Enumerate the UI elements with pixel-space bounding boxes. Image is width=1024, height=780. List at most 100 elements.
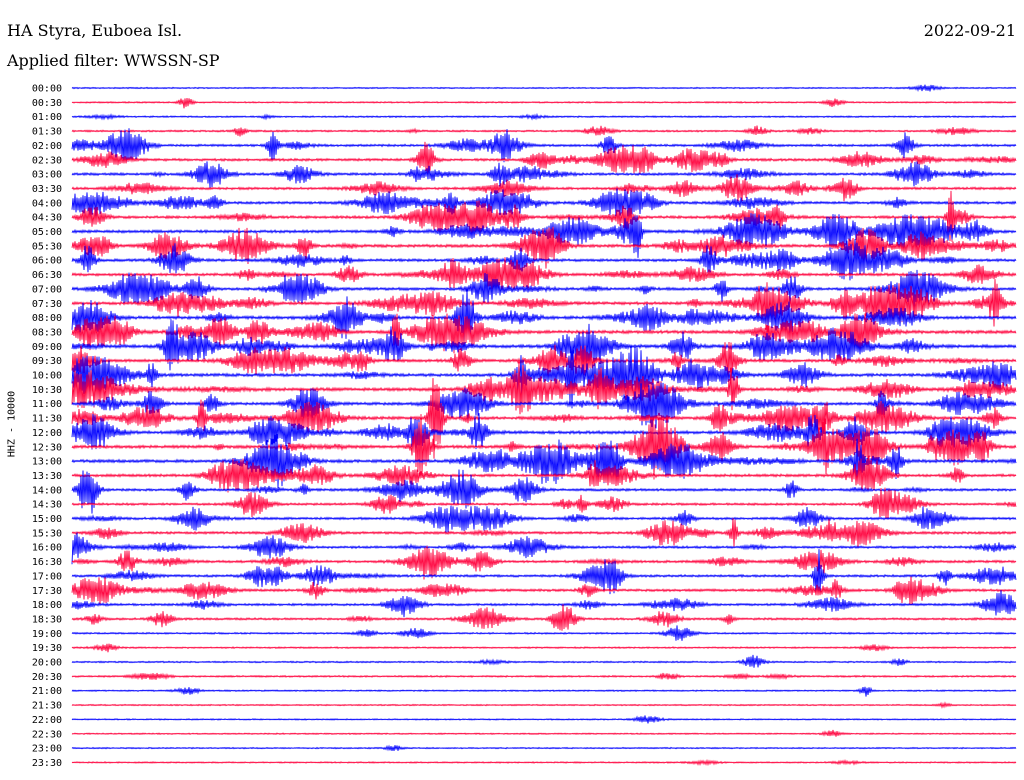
trace-line-0100 xyxy=(71,112,1017,121)
trace-line-0930 xyxy=(71,341,1017,383)
time-tick-label: 21:30 xyxy=(32,701,62,712)
trace-line-1700 xyxy=(71,549,1017,595)
time-tick-label: 15:00 xyxy=(32,514,62,525)
time-tick-label: 12:00 xyxy=(32,428,62,439)
trace-line-1000 xyxy=(71,345,1017,409)
trace-line-2000 xyxy=(71,654,1017,668)
time-tick-label: 20:30 xyxy=(32,672,62,683)
trace-line-0400 xyxy=(71,188,1017,217)
time-tick-label: 19:30 xyxy=(32,643,62,654)
time-tick-label: 17:00 xyxy=(32,571,62,582)
trace-line-1500 xyxy=(71,505,1017,533)
trace-line-0200 xyxy=(71,128,1017,163)
trace-line-0300 xyxy=(71,161,1017,188)
trace-line-0700 xyxy=(71,269,1017,308)
time-tick-label: 14:00 xyxy=(32,485,62,496)
trace-line-0530 xyxy=(71,226,1017,269)
trace-line-1800 xyxy=(71,590,1017,618)
trace-line-1930 xyxy=(71,643,1017,653)
time-tick-label: 20:00 xyxy=(32,658,62,669)
trace-line-1400 xyxy=(71,469,1017,514)
trace-line-0630 xyxy=(71,257,1017,290)
trace-line-1330 xyxy=(71,455,1017,493)
trace-line-0900 xyxy=(71,319,1017,371)
time-tick-label: 09:30 xyxy=(32,356,62,367)
time-tick-label: 01:30 xyxy=(32,127,62,138)
time-tick-label: 01:00 xyxy=(32,112,62,123)
time-tick-label: 02:30 xyxy=(32,155,62,166)
time-tick-label: 22:00 xyxy=(32,715,62,726)
time-tick-label: 12:30 xyxy=(32,442,62,453)
time-tick-label: 13:30 xyxy=(32,471,62,482)
trace-line-1530 xyxy=(71,518,1017,547)
trace-line-0330 xyxy=(71,174,1017,202)
trace-line-0000 xyxy=(71,84,1017,92)
trace-line-0830 xyxy=(71,313,1017,354)
time-tick-label: 08:30 xyxy=(32,327,62,338)
record-date: 2022-09-21 xyxy=(923,21,1016,40)
trace-line-2330 xyxy=(71,758,1017,767)
station-title: HA Styra, Euboea Isl. xyxy=(7,21,183,40)
time-tick-label: 06:00 xyxy=(32,256,62,267)
trace-line-1030 xyxy=(71,361,1017,415)
trace-line-1430 xyxy=(71,487,1017,520)
time-tick-label: 03:30 xyxy=(32,184,62,195)
time-tick-label: 17:30 xyxy=(32,586,62,597)
trace-line-0030 xyxy=(71,97,1017,109)
trace-line-2100 xyxy=(71,686,1017,697)
trace-line-2130 xyxy=(71,701,1017,709)
trace-line-2030 xyxy=(71,672,1017,681)
time-tick-label: 21:00 xyxy=(32,686,62,697)
time-tick-label: 16:30 xyxy=(32,557,62,568)
time-tick-label: 18:00 xyxy=(32,600,62,611)
trace-line-0800 xyxy=(71,288,1017,347)
time-tick-label: 13:00 xyxy=(32,457,62,468)
trace-line-1900 xyxy=(71,625,1017,641)
trace-line-0600 xyxy=(71,239,1017,281)
trace-line-0500 xyxy=(71,213,1017,258)
time-tick-label: 10:30 xyxy=(32,385,62,396)
time-tick-label: 14:30 xyxy=(32,500,62,511)
time-tick-label: 05:00 xyxy=(32,227,62,238)
trace-line-0430 xyxy=(71,190,1017,242)
time-tick-label: 23:00 xyxy=(32,744,62,755)
time-tick-label: 08:00 xyxy=(32,313,62,324)
trace-line-1830 xyxy=(71,604,1017,631)
time-tick-label: 02:00 xyxy=(32,141,62,152)
time-tick-label: 11:30 xyxy=(32,414,62,425)
time-tick-label: 11:00 xyxy=(32,399,62,410)
trace-line-1630 xyxy=(71,545,1017,580)
trace-line-1600 xyxy=(71,532,1017,565)
time-tick-label: 23:30 xyxy=(32,758,62,769)
time-tick-label: 22:30 xyxy=(32,729,62,740)
time-tick-label: 07:00 xyxy=(32,284,62,295)
time-tick-label: 00:00 xyxy=(32,84,62,95)
filter-label: Applied filter: WWSSN-SP xyxy=(7,51,220,70)
time-tick-label: 07:30 xyxy=(32,299,62,310)
time-tick-label: 19:00 xyxy=(32,629,62,640)
trace-line-1300 xyxy=(71,433,1017,489)
trace-line-1130 xyxy=(71,378,1017,459)
trace-line-0730 xyxy=(71,279,1017,333)
trace-line-0130 xyxy=(71,125,1017,137)
trace-line-0230 xyxy=(71,141,1017,176)
time-tick-label: 09:00 xyxy=(32,342,62,353)
trace-line-1230 xyxy=(71,412,1017,480)
time-tick-label: 10:00 xyxy=(32,371,62,382)
time-tick-label: 06:30 xyxy=(32,270,62,281)
time-tick-label: 16:00 xyxy=(32,543,62,554)
time-tick-label: 04:00 xyxy=(32,198,62,209)
time-tick-label: 05:30 xyxy=(32,241,62,252)
trace-line-2300 xyxy=(71,744,1017,752)
trace-line-1730 xyxy=(71,576,1017,606)
trace-line-2230 xyxy=(71,729,1017,737)
time-tick-label: 15:30 xyxy=(32,528,62,539)
trace-line-2200 xyxy=(71,715,1017,724)
time-tick-label: 00:30 xyxy=(32,98,62,109)
time-tick-label: 04:30 xyxy=(32,213,62,224)
time-tick-label: 18:30 xyxy=(32,614,62,625)
trace-line-1100 xyxy=(71,382,1017,429)
time-tick-label: 03:00 xyxy=(32,170,62,181)
